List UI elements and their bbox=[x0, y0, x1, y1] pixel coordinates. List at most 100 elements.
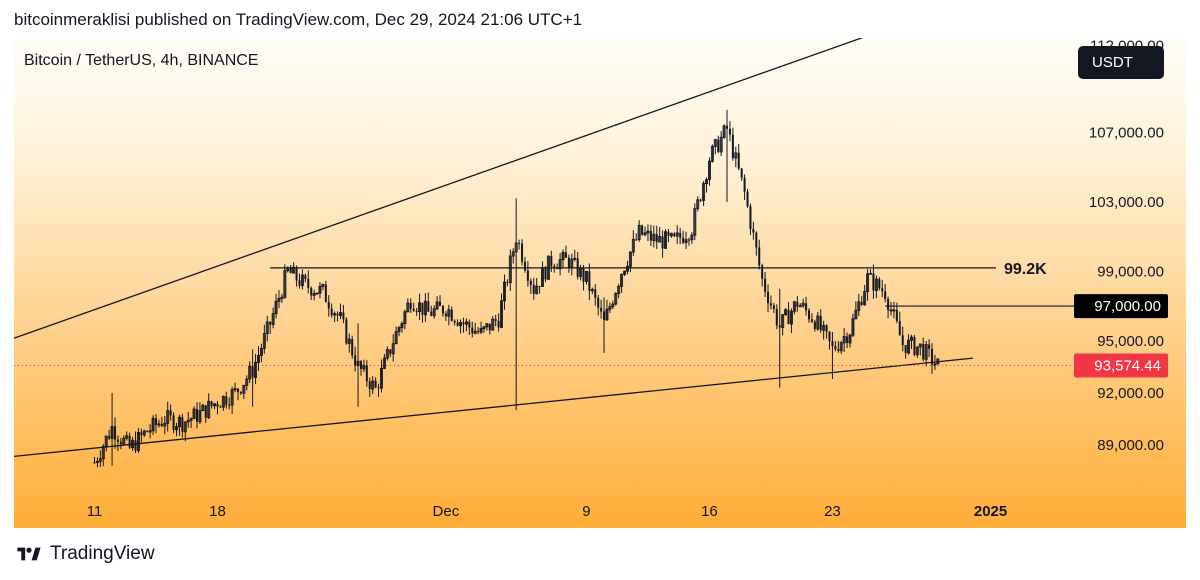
candle bbox=[113, 417, 117, 449]
candle bbox=[295, 265, 298, 287]
candle bbox=[679, 227, 682, 245]
candle bbox=[705, 177, 708, 193]
candle bbox=[769, 295, 772, 310]
candle bbox=[928, 339, 931, 357]
x-tick-label: 2025 bbox=[974, 503, 1007, 520]
candle bbox=[236, 387, 240, 401]
candle bbox=[863, 284, 867, 306]
candle bbox=[608, 302, 612, 313]
candle bbox=[822, 320, 826, 340]
candle bbox=[479, 321, 483, 335]
candle bbox=[521, 239, 524, 266]
candle bbox=[584, 270, 588, 285]
candle bbox=[854, 301, 858, 320]
candle bbox=[535, 278, 539, 295]
candle bbox=[699, 198, 702, 203]
candle bbox=[508, 249, 512, 291]
candle bbox=[277, 290, 281, 309]
candle bbox=[805, 296, 808, 316]
candle bbox=[869, 269, 872, 275]
candle bbox=[289, 264, 292, 274]
candle bbox=[713, 138, 717, 155]
x-tick-label: 18 bbox=[209, 503, 226, 520]
candle bbox=[658, 227, 662, 243]
candle bbox=[462, 317, 465, 333]
candle bbox=[377, 383, 380, 397]
candle bbox=[163, 415, 167, 435]
candle bbox=[625, 260, 629, 275]
candle bbox=[468, 319, 471, 336]
currency-button[interactable]: USDT bbox=[1078, 46, 1164, 79]
trendline-lower[interactable] bbox=[14, 357, 974, 458]
candle bbox=[423, 293, 427, 322]
candle bbox=[477, 327, 480, 335]
candle bbox=[767, 284, 770, 313]
candle bbox=[95, 457, 99, 468]
chart-frame[interactable]: 112,000.00107,000.00103,000.0099,000.009… bbox=[14, 38, 1186, 528]
candle bbox=[459, 319, 463, 334]
candle bbox=[101, 443, 105, 467]
y-tick-label: 89,000.00 bbox=[1097, 437, 1164, 454]
candle bbox=[169, 404, 172, 421]
candle bbox=[784, 308, 788, 316]
candle bbox=[887, 296, 890, 319]
candle bbox=[889, 302, 893, 316]
candle bbox=[874, 275, 878, 299]
candle bbox=[432, 305, 436, 319]
candle bbox=[918, 343, 922, 356]
candle bbox=[842, 327, 846, 353]
candle bbox=[623, 270, 626, 276]
candle bbox=[108, 429, 111, 440]
candle bbox=[588, 263, 591, 301]
candle bbox=[380, 359, 383, 393]
candle bbox=[898, 311, 901, 336]
candle bbox=[582, 265, 585, 291]
candle bbox=[177, 414, 181, 436]
candle bbox=[406, 298, 410, 313]
candle bbox=[315, 292, 319, 295]
candle bbox=[189, 417, 193, 428]
candle bbox=[339, 303, 342, 320]
candle bbox=[719, 131, 723, 157]
candle bbox=[204, 405, 207, 423]
candle bbox=[146, 430, 149, 433]
candle bbox=[453, 319, 456, 326]
candle bbox=[183, 421, 187, 442]
candle bbox=[430, 305, 433, 317]
candle bbox=[93, 456, 96, 464]
candle bbox=[722, 124, 726, 140]
candle bbox=[365, 360, 368, 387]
candle bbox=[667, 229, 670, 243]
candle bbox=[567, 254, 570, 273]
candle bbox=[628, 251, 632, 273]
candle bbox=[327, 295, 330, 317]
candle bbox=[181, 413, 184, 438]
candle bbox=[594, 284, 597, 306]
candle bbox=[506, 279, 509, 287]
candle bbox=[635, 233, 638, 241]
candle bbox=[359, 360, 362, 376]
candle bbox=[590, 287, 594, 295]
candle bbox=[368, 377, 371, 397]
candle bbox=[389, 349, 392, 358]
candle bbox=[354, 346, 357, 372]
candle bbox=[860, 296, 863, 306]
candle bbox=[271, 307, 275, 329]
candle bbox=[400, 321, 404, 333]
trendline-upper[interactable] bbox=[14, 38, 938, 341]
candle bbox=[693, 203, 697, 241]
candle bbox=[494, 314, 497, 327]
candle bbox=[160, 416, 163, 428]
candle bbox=[318, 282, 322, 299]
candle bbox=[225, 391, 228, 409]
candle bbox=[834, 341, 837, 352]
y-tick-label: 103,000.00 bbox=[1089, 194, 1164, 211]
candle bbox=[775, 304, 778, 330]
candle bbox=[259, 343, 263, 363]
candlestick-chart[interactable]: 112,000.00107,000.00103,000.0099,000.009… bbox=[14, 38, 1186, 528]
candle bbox=[558, 252, 562, 276]
candle bbox=[734, 146, 738, 168]
brand-name: TradingView bbox=[50, 543, 155, 564]
candle bbox=[930, 343, 934, 374]
tradingview-brand[interactable]: TradingView bbox=[14, 543, 155, 565]
